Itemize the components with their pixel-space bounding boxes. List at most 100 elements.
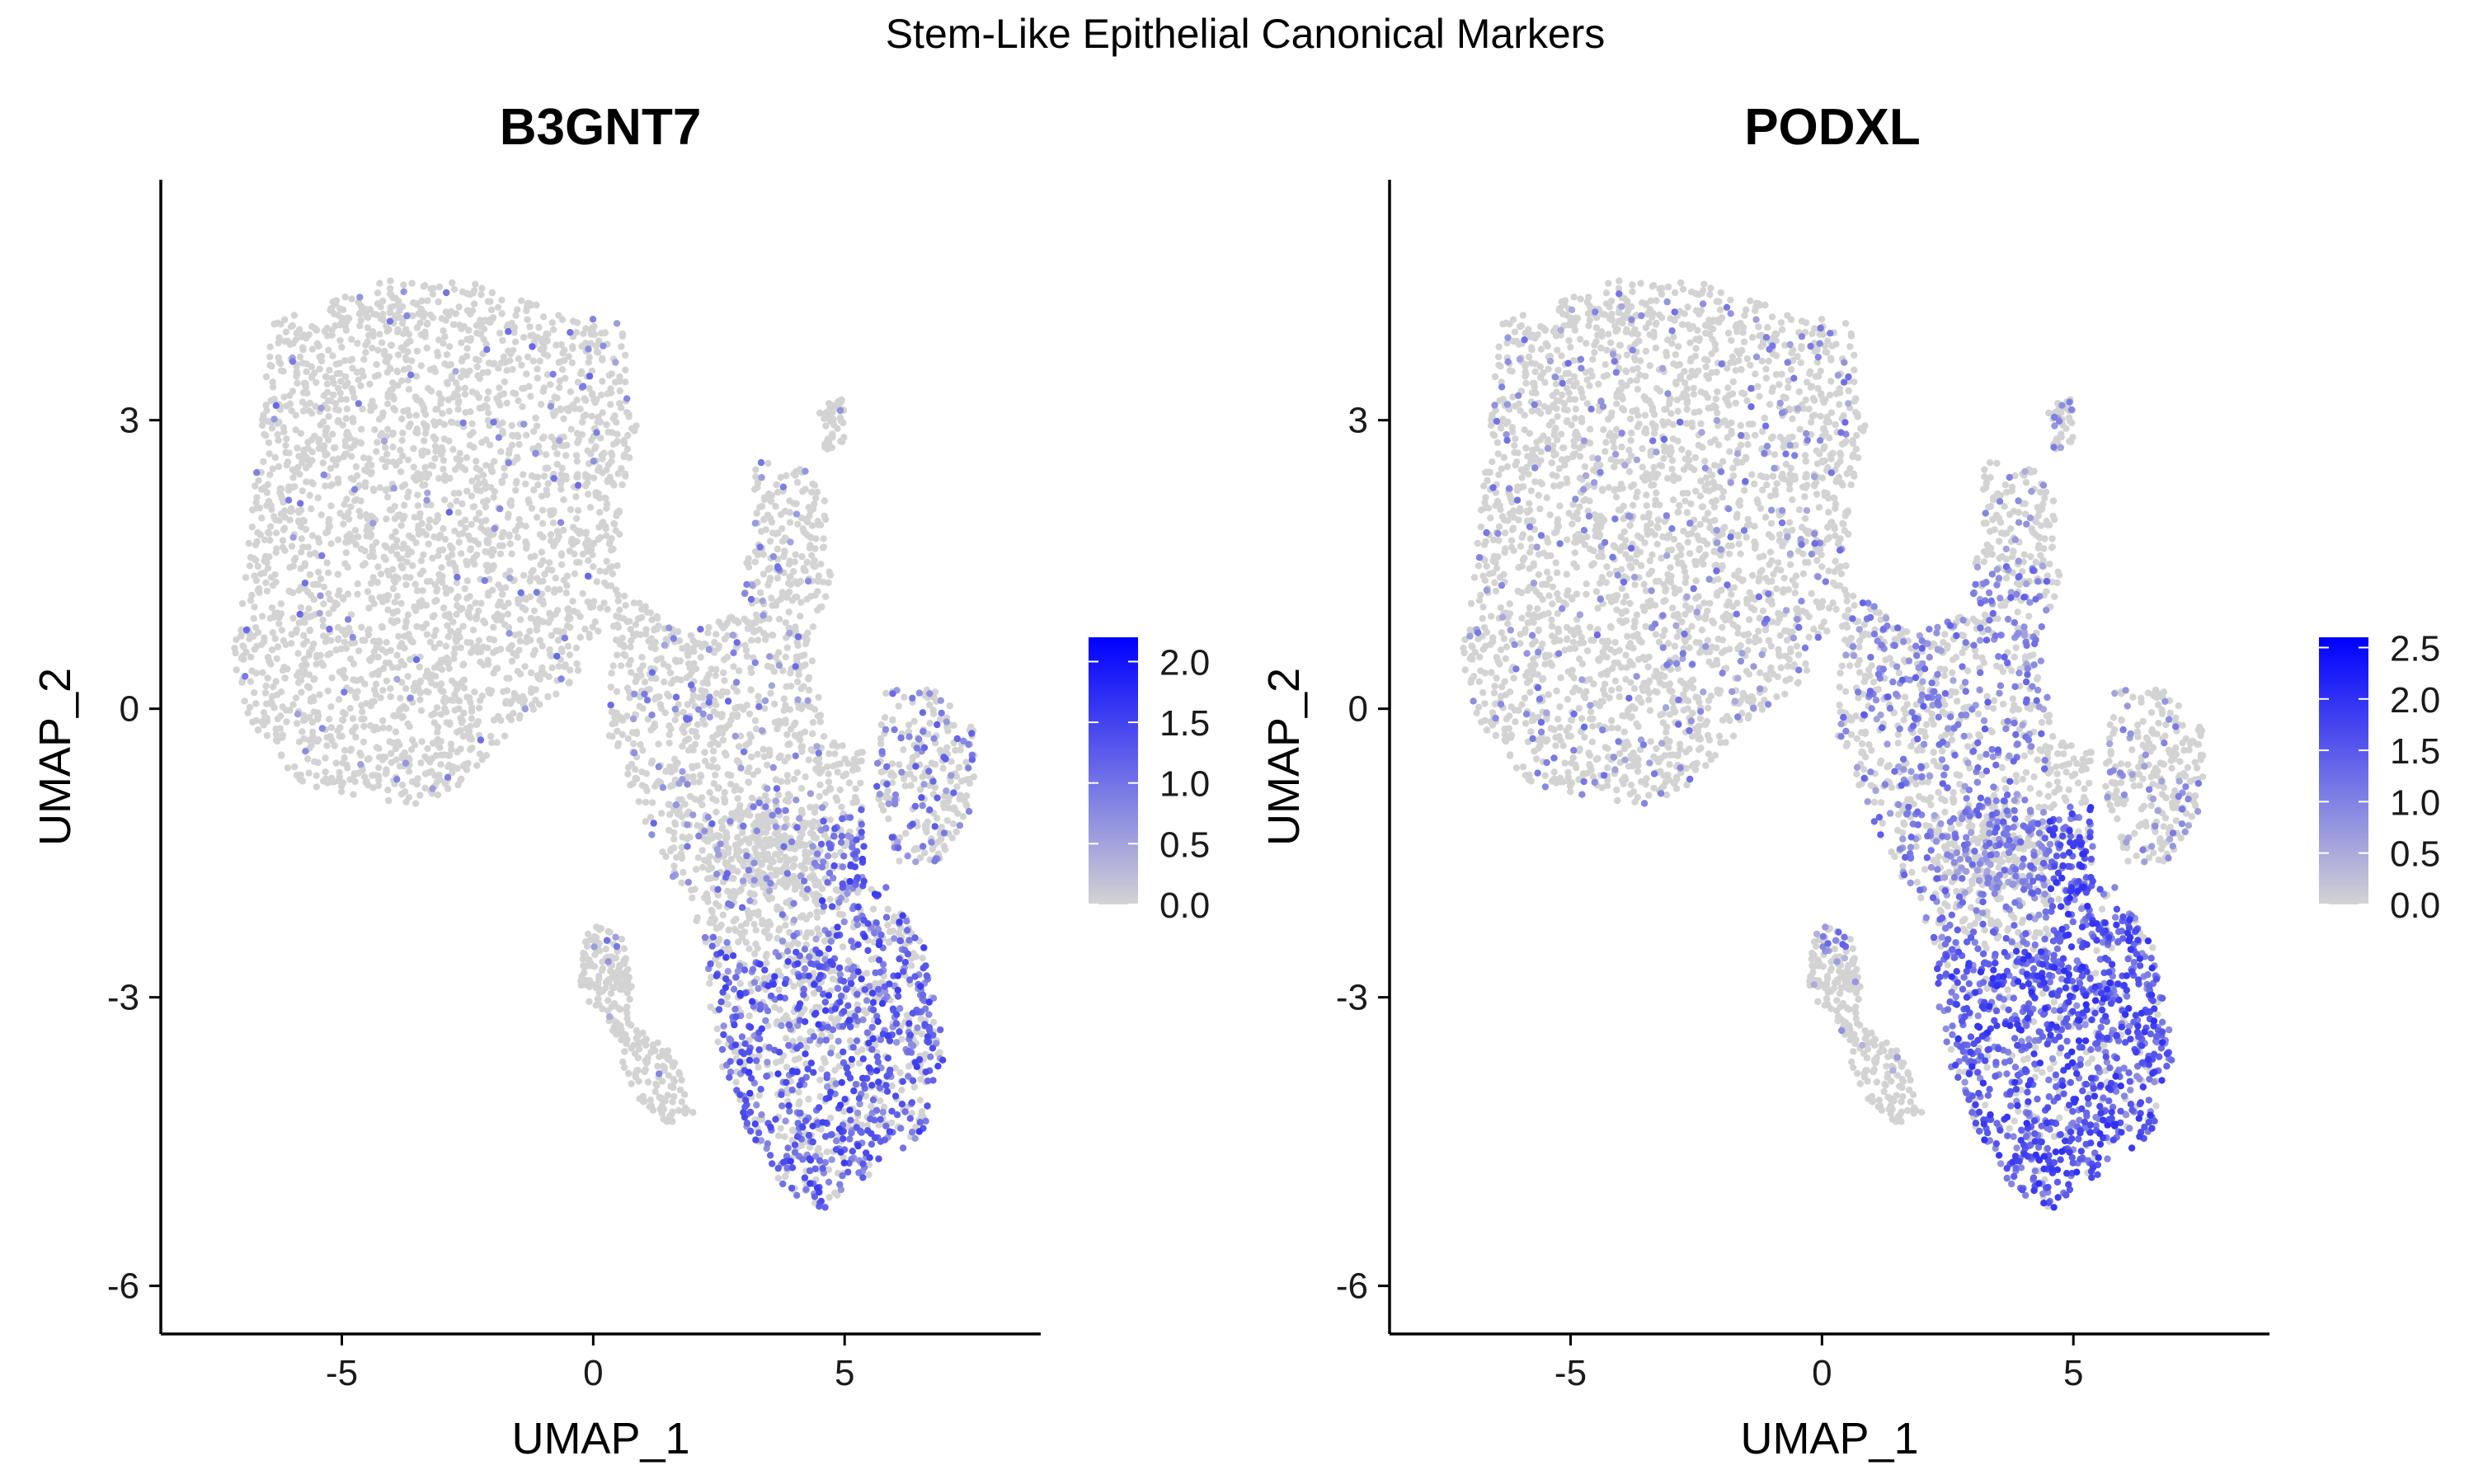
cell-point	[816, 792, 823, 801]
cell-point	[417, 557, 426, 565]
cell-point	[587, 961, 595, 970]
cell-point	[365, 626, 373, 633]
cell-point	[609, 479, 616, 486]
cell-point	[549, 519, 557, 527]
cell-point	[460, 709, 468, 717]
cell-point	[901, 782, 910, 790]
cell-point	[730, 875, 737, 882]
cell-point	[714, 1038, 722, 1045]
cell-point	[583, 942, 591, 951]
cell-point	[595, 524, 603, 531]
cell-point	[731, 732, 739, 740]
cell-point	[573, 397, 581, 404]
cell-point	[385, 326, 393, 333]
cell-point	[402, 617, 410, 625]
cell-point	[816, 603, 824, 611]
cell-point	[529, 357, 537, 365]
cell-point	[825, 778, 833, 786]
cell-point	[655, 740, 662, 748]
cell-point	[537, 401, 545, 408]
cell-point	[915, 689, 924, 697]
cell-point	[745, 555, 752, 562]
cell-point	[607, 385, 614, 392]
cell-point	[400, 702, 407, 711]
cell-point	[534, 374, 541, 382]
cell-point	[755, 693, 762, 700]
cell-point	[479, 369, 487, 377]
cell-point	[313, 326, 320, 334]
cell-point	[590, 458, 597, 465]
cell-point	[521, 705, 529, 713]
cell-point	[304, 444, 312, 452]
cell-point	[430, 719, 438, 726]
cell-point	[627, 643, 634, 650]
cell-point	[540, 472, 548, 480]
cell-point	[396, 643, 404, 650]
cell-point	[323, 559, 331, 566]
cell-point	[526, 323, 534, 331]
cell-point	[679, 743, 686, 750]
cell-point	[347, 640, 355, 647]
cell-point	[877, 801, 886, 809]
cell-point	[609, 570, 617, 578]
cell-point	[584, 598, 591, 606]
cell-point	[498, 310, 506, 317]
cell-point	[374, 641, 382, 648]
cell-point	[944, 727, 952, 735]
cell-point	[510, 329, 518, 336]
cell-point	[377, 571, 385, 578]
cell-point	[543, 491, 551, 499]
cell-point	[308, 372, 316, 380]
cell-point	[595, 627, 602, 635]
cell-point	[774, 545, 781, 553]
cell-point	[431, 454, 439, 463]
cell-point	[546, 559, 553, 566]
cell-point	[418, 452, 426, 459]
cell-point	[432, 627, 440, 634]
cell-point	[401, 501, 408, 509]
cell-point	[560, 526, 567, 534]
cell-point	[415, 526, 422, 533]
cell-point	[278, 627, 285, 634]
cell-point	[370, 403, 379, 411]
cell-point	[374, 371, 382, 379]
cell-point	[828, 1156, 835, 1163]
cell-point	[304, 543, 312, 551]
cell-point	[294, 444, 301, 452]
cell-point	[313, 378, 320, 387]
cell-point	[261, 430, 268, 438]
cell-point	[605, 372, 614, 379]
cell-point	[730, 663, 737, 670]
cell-point	[508, 319, 515, 327]
cell-point	[374, 346, 382, 354]
cell-point	[781, 1133, 788, 1140]
cell-point	[289, 614, 297, 622]
cell-point	[610, 970, 618, 977]
cell-point	[397, 446, 404, 454]
cell-point	[563, 581, 571, 589]
cell-point	[769, 858, 777, 866]
cell-point	[667, 725, 675, 733]
cell-point	[498, 296, 506, 304]
cell-point	[314, 494, 322, 501]
cell-point	[923, 828, 930, 836]
cell-point	[779, 1016, 787, 1023]
cell-point	[830, 852, 839, 859]
cell-point	[254, 528, 261, 537]
cell-point	[797, 862, 805, 870]
cell-point	[336, 359, 343, 367]
cell-point	[376, 279, 383, 287]
cell-point	[470, 444, 477, 451]
cell-point	[334, 727, 341, 735]
cell-point	[360, 738, 368, 746]
cell-point	[441, 333, 449, 340]
cell-point	[599, 409, 606, 416]
cell-point	[746, 897, 754, 904]
cell-point	[760, 811, 767, 819]
cell-point	[624, 1020, 633, 1027]
cell-point	[432, 518, 440, 525]
cell-point	[390, 485, 397, 492]
cell-point	[606, 538, 614, 546]
cell-point	[539, 557, 547, 565]
cell-point	[417, 759, 425, 767]
